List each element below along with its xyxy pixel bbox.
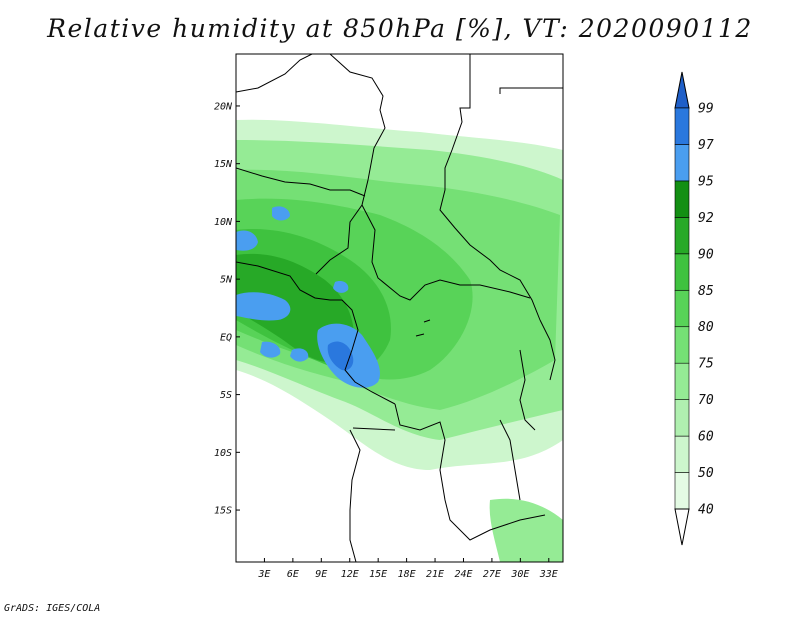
lat-tick-label: 20N bbox=[214, 101, 233, 112]
colorbar-label: 50 bbox=[698, 466, 714, 481]
colorbar-bottom-arrow bbox=[674, 508, 690, 546]
country-borders bbox=[236, 54, 563, 562]
colorbar-label: 92 bbox=[698, 211, 714, 226]
colorbar-segment bbox=[674, 217, 690, 255]
lat-tick-label: 5N bbox=[220, 275, 233, 286]
lon-tick-label: 24E bbox=[454, 569, 472, 580]
colorbar-label: 80 bbox=[698, 320, 714, 335]
lat-tick-label: 5S bbox=[220, 390, 232, 401]
colorbar-label: 99 bbox=[698, 102, 714, 117]
colorbar-segment bbox=[674, 326, 690, 364]
lon-tick-label: 18E bbox=[398, 569, 416, 580]
colorbar-label: 90 bbox=[698, 247, 714, 262]
map-frame bbox=[235, 53, 564, 563]
colorbar-segment bbox=[674, 435, 690, 473]
lon-tick-label: 9E bbox=[315, 569, 327, 580]
lon-tick-label: 12E bbox=[341, 569, 359, 580]
lon-tick-label: 30E bbox=[510, 569, 529, 580]
colorbar: 40 50 60 70 75 80 85 90 92 95 97 99 bbox=[674, 71, 714, 546]
colorbar-segment bbox=[674, 253, 690, 291]
lat-tick-label: 15S bbox=[214, 506, 232, 517]
colorbar-label: 40 bbox=[698, 503, 714, 518]
lon-tick-label: 3E bbox=[257, 569, 270, 580]
colorbar-segment bbox=[674, 107, 690, 145]
colorbar-label: 70 bbox=[698, 393, 714, 408]
credit-text: GrADS: IGES/COLA bbox=[4, 603, 101, 614]
colorbar-label: 95 bbox=[698, 174, 714, 189]
colorbar-label: 75 bbox=[698, 357, 714, 372]
lat-tick-label: 10S bbox=[214, 448, 232, 459]
colorbar-segment bbox=[674, 399, 690, 437]
colorbar-label: 97 bbox=[698, 138, 714, 153]
latitude-ticks: 20N 15N 10N 5N EQ 5S 10S 15S bbox=[214, 101, 240, 517]
colorbar-segment bbox=[674, 362, 690, 400]
lat-tick-label: 10N bbox=[214, 217, 233, 228]
lon-tick-label: 27E bbox=[483, 569, 501, 580]
chart-title: Relative humidity at 850hPa [%], VT: 202… bbox=[47, 14, 753, 43]
colorbar-segment bbox=[674, 144, 690, 182]
lon-tick-label: 15E bbox=[369, 569, 387, 580]
lat-tick-label: 15N bbox=[214, 159, 233, 170]
colorbar-top-arrow bbox=[674, 71, 690, 109]
colorbar-segment bbox=[674, 289, 690, 328]
humidity-field bbox=[236, 54, 563, 562]
colorbar-segment bbox=[674, 472, 690, 510]
lon-tick-label: 33E bbox=[539, 569, 558, 580]
longitude-ticks: 3E 6E 9E 12E 15E 18E 21E 24E 27E 30E 33E bbox=[257, 558, 558, 580]
lon-tick-label: 6E bbox=[287, 569, 299, 580]
colorbar-label: 85 bbox=[698, 284, 714, 299]
lon-tick-label: 21E bbox=[426, 569, 444, 580]
colorbar-label: 60 bbox=[698, 430, 714, 445]
colorbar-segment bbox=[674, 180, 690, 218]
lat-tick-label: EQ bbox=[220, 332, 232, 343]
